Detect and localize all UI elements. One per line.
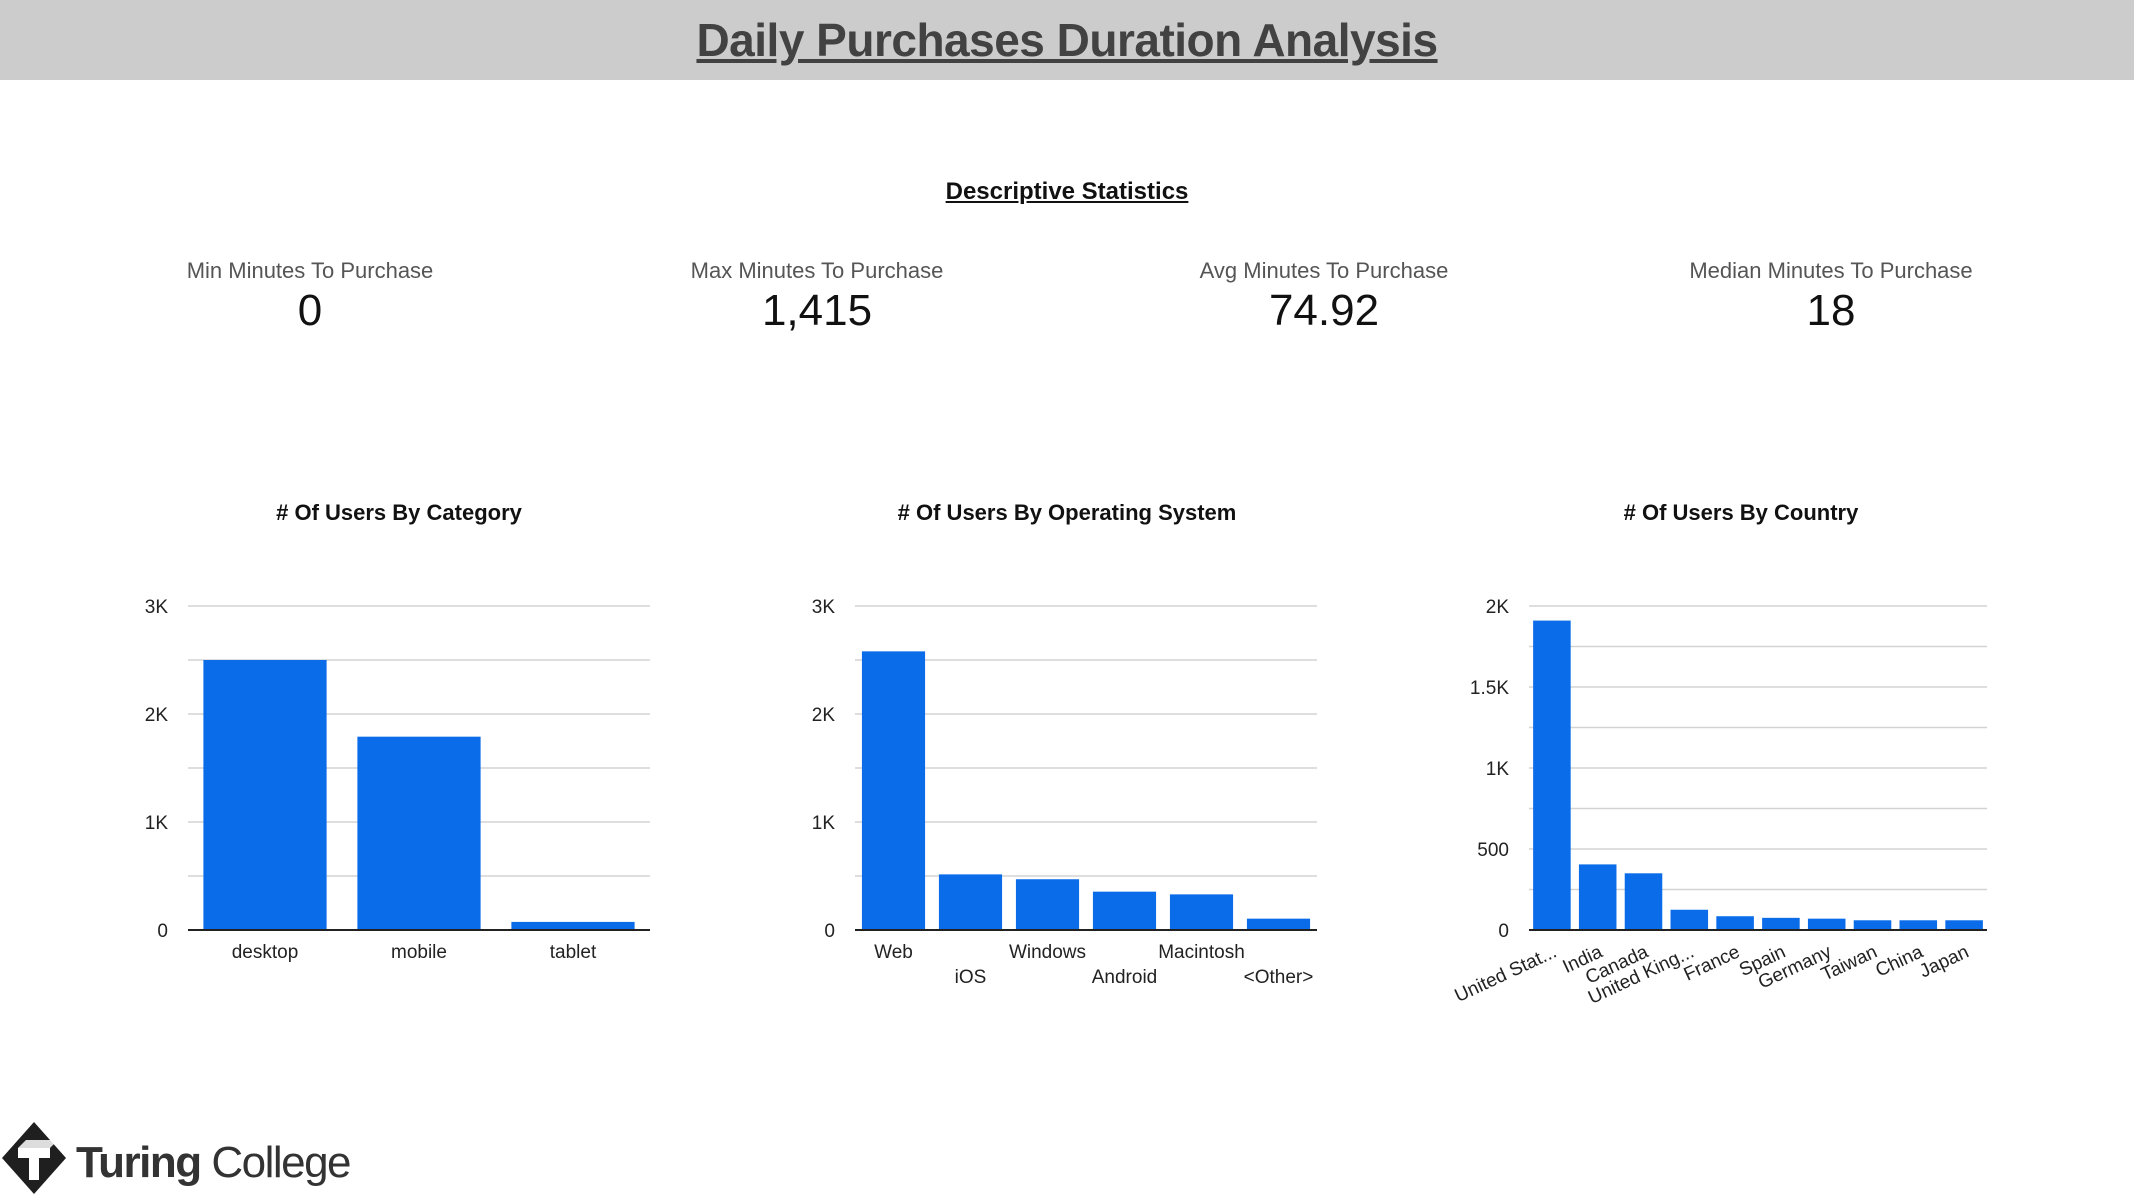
stat-value: 0 <box>297 286 323 335</box>
y-tick-label: 1.5K <box>1470 678 1509 699</box>
bar-united-stat- <box>1533 620 1571 930</box>
bar-germany <box>1807 918 1846 930</box>
bar-web <box>861 651 926 930</box>
bar-windows <box>1015 879 1080 930</box>
x-tick-label: tablet <box>550 942 597 963</box>
x-tick-label: desktop <box>232 942 299 963</box>
bar-japan <box>1945 920 1983 930</box>
bar--other- <box>1246 918 1311 930</box>
stat-value: 18 <box>1806 286 1856 335</box>
bar-china <box>1899 920 1938 930</box>
stat-value: 1,415 <box>761 286 873 335</box>
logo-text-regular: College <box>200 1138 351 1187</box>
y-tick-label: 3K <box>145 597 169 618</box>
stat-label: Median Minutes To Purchase <box>1689 258 1973 283</box>
bar-india <box>1578 864 1617 930</box>
logo-text-bold: Turing <box>76 1138 202 1187</box>
x-tick-label: Android <box>1092 967 1158 988</box>
bar-desktop <box>203 660 327 930</box>
x-tick-label: Macintosh <box>1158 942 1245 963</box>
bar-android <box>1092 891 1157 930</box>
bar-tablet <box>511 921 635 930</box>
chart-title-country: # Of Users By Country <box>1623 500 1859 525</box>
x-tick-label: mobile <box>391 942 447 963</box>
y-tick-label: 0 <box>1498 921 1509 942</box>
bar-macintosh <box>1169 894 1234 930</box>
turing-college-logo: Turing College <box>0 1118 352 1198</box>
bar-taiwan <box>1853 920 1892 930</box>
y-tick-label: 0 <box>824 921 835 942</box>
stat-label: Avg Minutes To Purchase <box>1199 258 1449 283</box>
x-tick-label: iOS <box>955 967 987 988</box>
y-tick-label: 2K <box>145 705 169 726</box>
y-tick-label: 1K <box>1486 759 1510 780</box>
bar-mobile <box>357 736 481 930</box>
stat-max: Max Minutes To Purchase 1,415 <box>617 258 1017 336</box>
chart-title-os: # Of Users By Operating System <box>897 500 1237 525</box>
descriptive-statistics-title: Descriptive Statistics <box>945 178 1189 205</box>
y-tick-label: 1K <box>145 813 169 834</box>
bar-ios <box>938 874 1003 930</box>
stat-value: 74.92 <box>1268 286 1380 335</box>
y-tick-label: 2K <box>1486 597 1510 618</box>
y-tick-label: 0 <box>157 921 168 942</box>
bar-united-king- <box>1670 909 1709 930</box>
logo-text: Turing College <box>76 1138 352 1188</box>
header-bar: Daily Purchases Duration Analysis <box>0 0 2134 80</box>
y-tick-label: 500 <box>1477 840 1509 861</box>
x-tick-label: <Other> <box>1244 967 1314 988</box>
chart-title-category: # Of Users By Category <box>276 500 522 525</box>
bar-spain <box>1762 917 1800 930</box>
x-tick-label: Windows <box>1009 942 1086 963</box>
stat-label: Max Minutes To Purchase <box>690 258 944 283</box>
page-title: Daily Purchases Duration Analysis <box>696 14 1438 66</box>
turing-logo-icon <box>2 1122 66 1194</box>
bar-france <box>1716 916 1754 930</box>
stat-min: Min Minutes To Purchase 0 <box>110 258 510 336</box>
y-tick-label: 1K <box>812 813 836 834</box>
x-tick-label: United Stat... <box>1452 941 1560 1006</box>
y-tick-label: 3K <box>812 597 836 618</box>
stat-avg: Avg Minutes To Purchase 74.92 <box>1124 258 1524 336</box>
stat-label: Min Minutes To Purchase <box>186 258 434 283</box>
stat-median: Median Minutes To Purchase 18 <box>1631 258 2031 336</box>
bar-canada <box>1624 873 1663 930</box>
x-tick-label: Japan <box>1916 941 1972 982</box>
category-bar-chart: 0 1K 2K 3K desktop mobile tablet <box>145 597 650 963</box>
x-tick-label: Web <box>874 942 913 963</box>
y-tick-label: 2K <box>812 705 836 726</box>
